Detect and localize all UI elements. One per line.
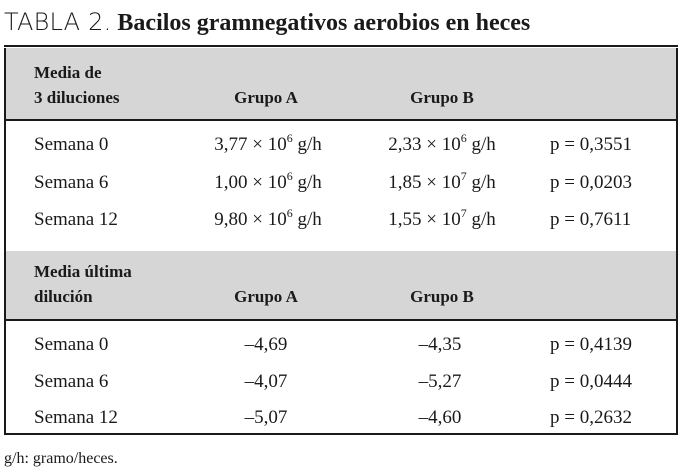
section2-header-group-a: Grupo A — [234, 287, 298, 306]
group-b-value: 1,55 × 107 g/h — [388, 206, 496, 230]
row-label: Semana 6 — [34, 371, 109, 392]
p-value: p = 0,0444 — [550, 371, 632, 392]
section2-header-band — [6, 251, 676, 319]
group-b-value: –4,35 — [418, 334, 462, 355]
table-number-label: TABLA 2. — [4, 8, 112, 36]
row-label: Semana 0 — [34, 334, 109, 355]
p-value: p = 0,0203 — [550, 172, 632, 193]
section1-header-group-b: Grupo B — [410, 88, 474, 107]
table-title: TABLA 2. Bacilos gramnegativos aerobios e… — [4, 8, 530, 44]
group-a-value: 1,00 × 106 g/h — [214, 169, 322, 193]
group-b-value: 2,33 × 106 g/h — [388, 131, 496, 155]
p-value: p = 0,4139 — [550, 334, 632, 355]
row-label: Semana 12 — [34, 407, 118, 428]
table-title-text: Bacilos gramnegativos aerobios en heces — [117, 10, 531, 36]
group-a-value: 3,77 × 106 g/h — [214, 131, 322, 155]
group-b-value: –5,27 — [418, 371, 462, 392]
p-value: p = 0,7611 — [550, 209, 632, 230]
title-underline — [4, 45, 678, 47]
section2-header-group-b: Grupo B — [410, 287, 474, 306]
section2-header-rule — [6, 319, 676, 321]
section1-header-col0-line2: 3 diluciones — [34, 88, 120, 107]
group-a-value: 9,80 × 106 g/h — [214, 206, 322, 230]
group-a-value: –4,07 — [244, 371, 288, 392]
section1-header-band — [6, 48, 676, 119]
row-label: Semana 0 — [34, 134, 109, 155]
group-a-value: –4,69 — [244, 334, 288, 355]
section1-header-rule — [6, 119, 676, 121]
section1-header-group-a: Grupo A — [234, 88, 298, 107]
section2-header-col0-line2: dilución — [34, 287, 93, 306]
row-label: Semana 12 — [34, 209, 118, 230]
group-b-value: 1,85 × 107 g/h — [388, 169, 496, 193]
section1-header-col0-line1: Media de — [34, 63, 102, 82]
p-value: p = 0,2632 — [550, 407, 632, 428]
p-value: p = 0,3551 — [550, 134, 632, 155]
table-footnote: g/h: gramo/heces. — [4, 450, 118, 467]
group-a-value: –5,07 — [244, 407, 288, 428]
section2-header-col0-line1: Media última — [34, 262, 132, 281]
data-table: Media de 3 diluciones Grupo A Grupo B Se… — [4, 48, 678, 435]
group-b-value: –4,60 — [418, 407, 462, 428]
row-label: Semana 6 — [34, 172, 109, 193]
